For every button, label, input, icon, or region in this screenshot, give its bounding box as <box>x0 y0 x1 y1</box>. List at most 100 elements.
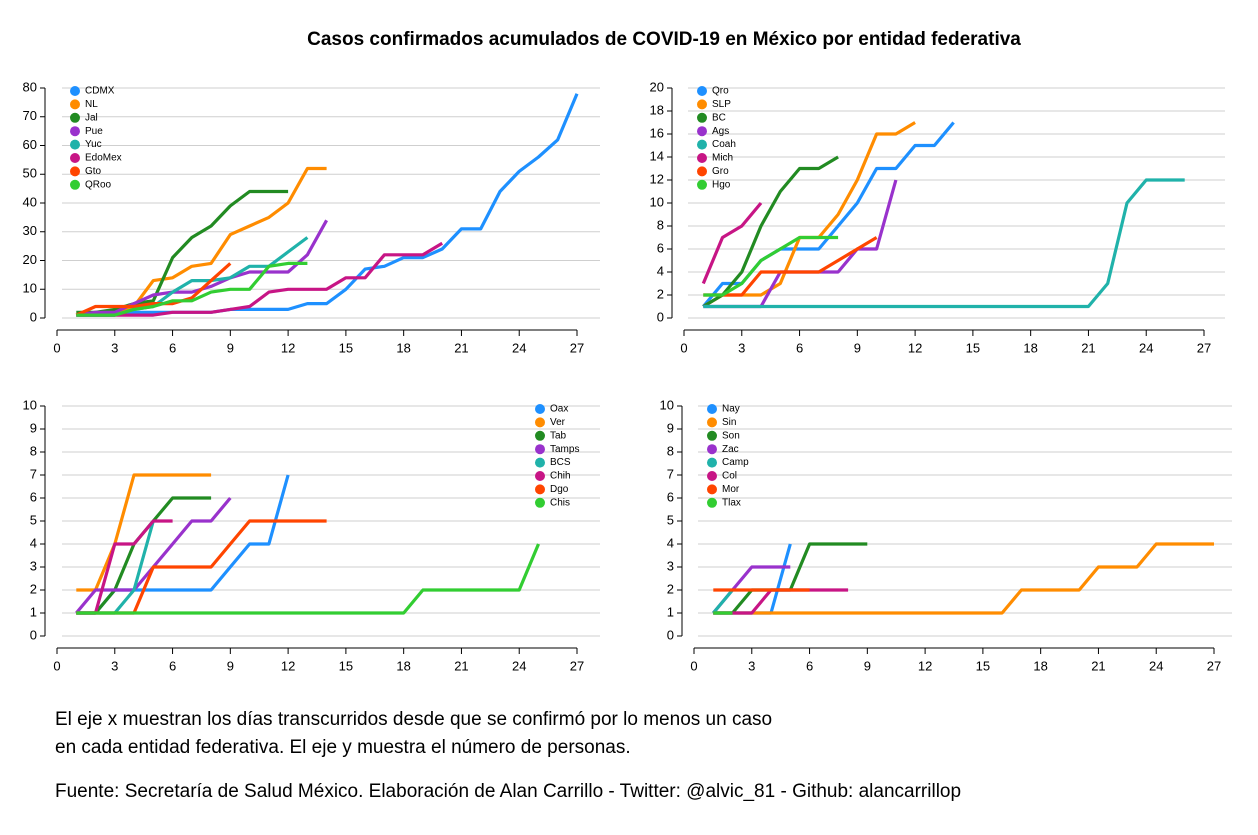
series-line <box>712 588 734 615</box>
legend-swatch <box>70 179 80 190</box>
x-tick-label: 0 <box>680 340 687 355</box>
series-line <box>76 166 327 317</box>
legend-swatch <box>535 430 545 441</box>
x-tick-label: 15 <box>339 658 353 673</box>
legend-swatch <box>535 471 545 481</box>
x-tick-label: 3 <box>111 658 118 673</box>
y-tick-label: 3 <box>30 558 37 573</box>
legend-swatch <box>697 139 707 150</box>
legend-swatch <box>707 417 717 428</box>
x-tick-label: 0 <box>690 658 697 673</box>
legend-label: Pue <box>85 126 103 137</box>
legend-swatch <box>697 179 707 190</box>
series-line <box>76 189 289 314</box>
y-tick-label: 30 <box>23 223 37 238</box>
x-tick-label: 24 <box>512 340 526 355</box>
x-tick-label: 18 <box>1033 658 1047 673</box>
legend-label: Coah <box>712 139 736 150</box>
x-tick-label: 6 <box>806 658 813 673</box>
series-line <box>713 543 792 615</box>
series-line <box>76 241 444 317</box>
legend-label: Tamps <box>550 444 579 455</box>
legend-swatch <box>697 112 707 123</box>
y-tick-label: 8 <box>667 443 674 458</box>
legend-swatch <box>535 484 545 495</box>
legend-label: SLP <box>712 99 731 110</box>
y-tick-label: 0 <box>667 627 674 642</box>
y-tick-label: 1 <box>667 604 674 619</box>
x-tick-label: 12 <box>908 340 922 355</box>
x-tick-label: 3 <box>738 340 745 355</box>
legend-label: Son <box>722 430 740 441</box>
series-line <box>702 121 955 308</box>
y-tick-label: 10 <box>23 281 37 296</box>
x-tick-label: 24 <box>1149 658 1163 673</box>
x-tick-label: 24 <box>1139 340 1153 355</box>
legend-label: Mor <box>722 484 740 495</box>
legend-swatch <box>70 99 80 110</box>
x-tick-label: 27 <box>570 658 584 673</box>
series-line <box>75 262 232 317</box>
y-tick-label: 10 <box>650 194 664 209</box>
y-tick-label: 0 <box>30 309 37 324</box>
legend-label: Tlax <box>722 497 741 508</box>
series-line <box>76 473 212 592</box>
y-tick-label: 8 <box>657 217 664 232</box>
legend-label: EdoMex <box>85 153 122 164</box>
x-tick-label: 12 <box>281 658 295 673</box>
y-tick-label: 20 <box>650 79 664 94</box>
legend-swatch <box>535 444 545 455</box>
legend-swatch <box>707 457 717 468</box>
y-tick-label: 18 <box>650 102 664 117</box>
x-tick-label: 15 <box>339 340 353 355</box>
legend-label: Jal <box>85 112 98 123</box>
legend-swatch <box>70 166 80 177</box>
series-line <box>76 219 328 317</box>
series-line <box>703 235 839 297</box>
legend-label: Gro <box>712 166 729 177</box>
y-tick-label: 3 <box>667 558 674 573</box>
legend-label: Chis <box>550 497 570 508</box>
series-line <box>76 236 309 317</box>
legend-label: Oax <box>550 404 568 415</box>
x-tick-label: 9 <box>227 658 234 673</box>
legend-label: Chih <box>550 471 571 482</box>
x-tick-label: 18 <box>396 340 410 355</box>
x-tick-label: 9 <box>854 340 861 355</box>
legend-swatch <box>707 430 717 441</box>
legend-label: Ver <box>550 417 566 428</box>
y-tick-label: 9 <box>30 420 37 435</box>
y-tick-label: 1 <box>30 604 37 619</box>
x-tick-label: 15 <box>976 658 990 673</box>
y-tick-label: 16 <box>650 125 664 140</box>
legend-swatch <box>707 484 717 495</box>
legend-swatch <box>535 457 545 468</box>
x-tick-label: 24 <box>512 658 526 673</box>
legend-swatch <box>707 404 717 414</box>
series-line <box>702 155 839 308</box>
x-tick-label: 9 <box>864 658 871 673</box>
series-line <box>76 93 579 317</box>
legend-label: Mich <box>712 153 733 164</box>
legend-label: Nay <box>722 404 740 415</box>
y-tick-label: 7 <box>667 466 674 481</box>
legend-label: BCS <box>550 457 571 468</box>
legend-swatch <box>707 471 717 481</box>
legend-label: NL <box>85 99 98 110</box>
source-note: Fuente: Secretaría de Salud México. Elab… <box>55 781 961 802</box>
x-tick-label: 27 <box>570 340 584 355</box>
y-tick-label: 7 <box>30 466 37 481</box>
legend-label: Ags <box>712 126 729 137</box>
x-tick-label: 3 <box>111 340 118 355</box>
figure-title: Casos confirmados acumulados de COVID-19… <box>307 29 1021 50</box>
legend-swatch <box>70 153 80 163</box>
y-tick-label: 50 <box>23 166 37 181</box>
legend-label: Gto <box>85 166 102 177</box>
y-tick-label: 6 <box>30 489 37 504</box>
legend-swatch <box>535 404 545 414</box>
legend-swatch <box>697 126 707 137</box>
legend-swatch <box>707 444 717 455</box>
x-tick-label: 21 <box>1081 340 1095 355</box>
y-tick-label: 4 <box>30 535 37 550</box>
y-tick-label: 6 <box>657 240 664 255</box>
